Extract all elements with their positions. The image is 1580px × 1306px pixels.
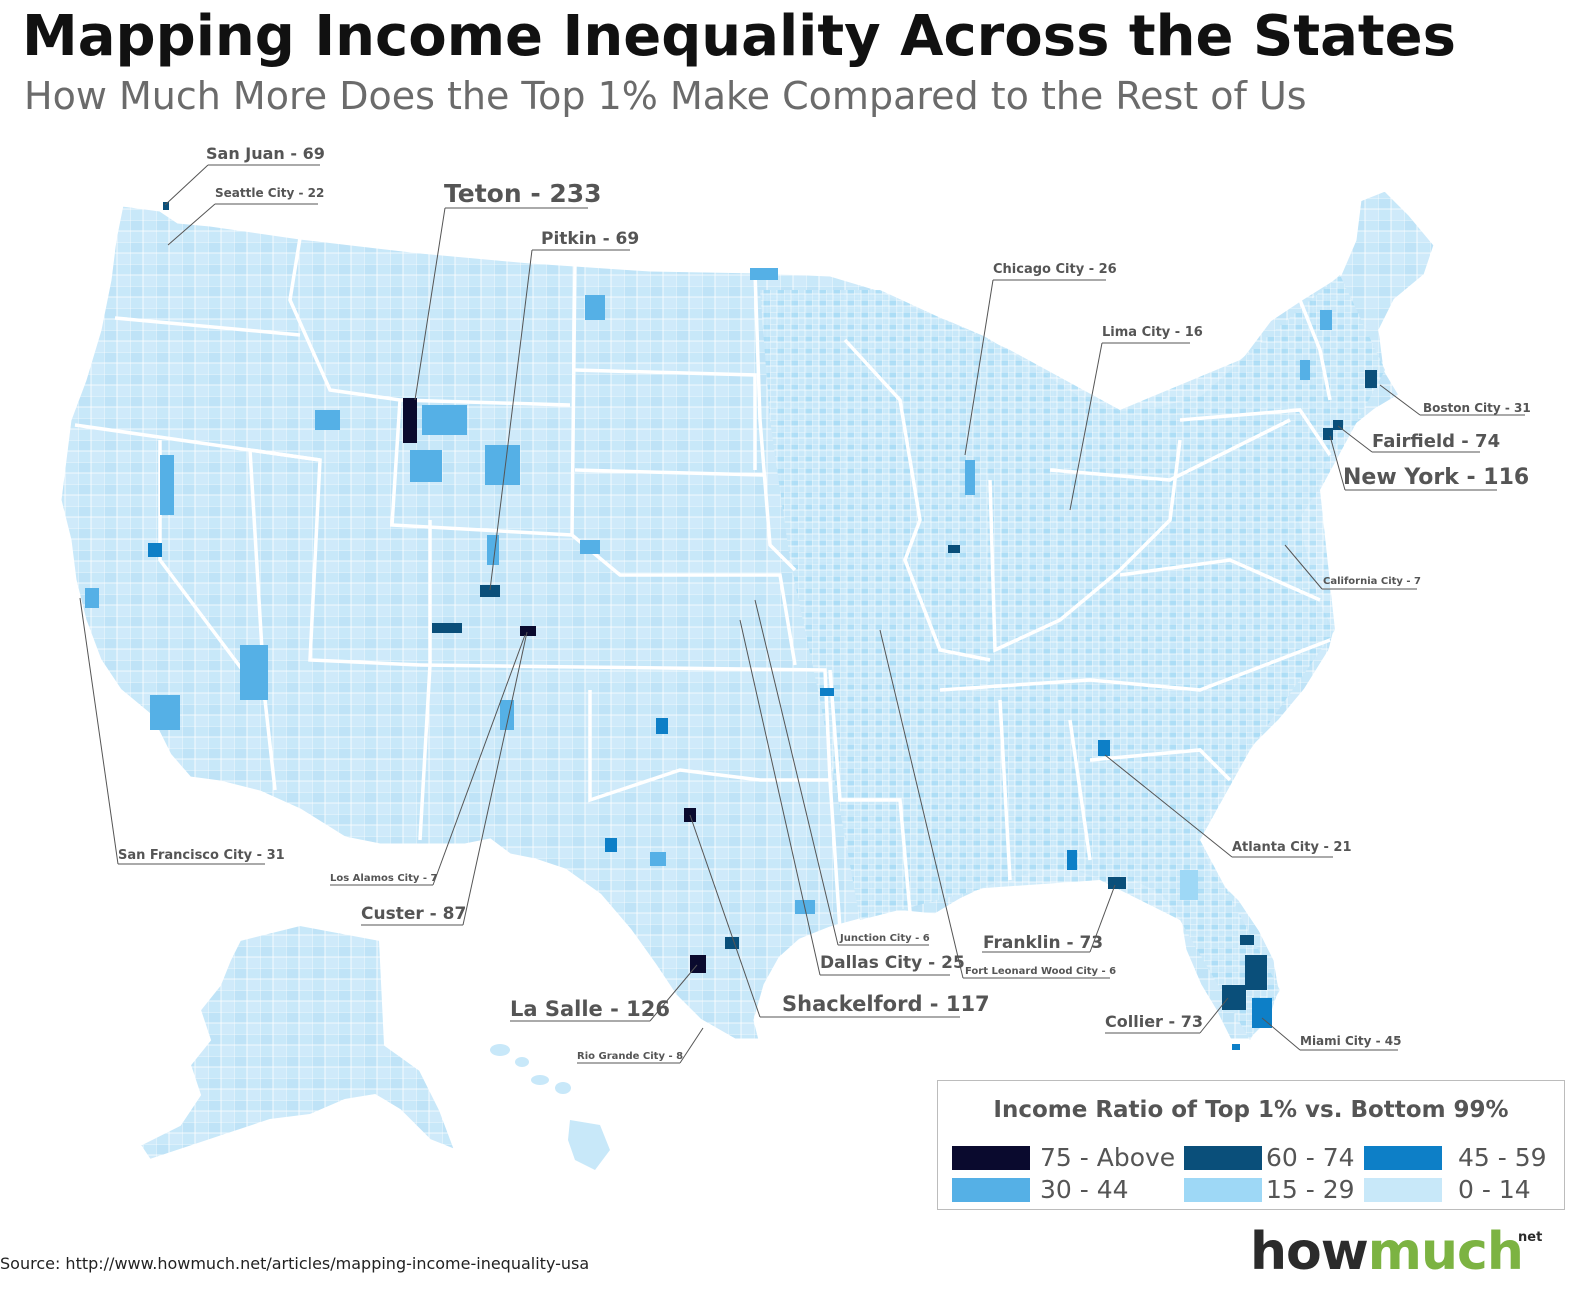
map-subtitle: How Much More Does the Top 1% Make Compa… [24,74,1307,118]
label-boston: Boston City - 31 [1423,401,1531,415]
label-junction: Junction City - 6 [839,933,930,944]
label-rio-grande: Rio Grande City - 8 [577,1051,683,1062]
source-text: Source: http://www.howmuch.net/articles/… [0,1254,590,1273]
legend-item-45-59: 45 - 59 [1364,1143,1547,1172]
county-miami [1252,998,1272,1028]
legend-swatch [1364,1145,1442,1170]
legend-title: Income Ratio of Top 1% vs. Bottom 99% [993,1097,1509,1123]
legend-item-30-44: 30 - 44 [952,1175,1129,1204]
logo-how-text: how [1250,1222,1369,1282]
county-collier [1222,985,1246,1010]
label-san-juan: San Juan - 69 [206,144,325,163]
legend-swatch [952,1177,1030,1202]
county-pitkin [480,585,500,597]
howmuch-logo: howmuch net [1250,1222,1542,1282]
label-collier: Collier - 73 [1105,1012,1203,1031]
legend-label: 60 - 74 [1266,1143,1355,1172]
map-labels: San Juan - 69 Seattle City - 22 Teton - … [118,144,1531,1062]
label-miami: Miami City - 45 [1300,1034,1401,1048]
alaska-shape [138,923,457,1162]
legend-label: 45 - 59 [1458,1143,1547,1172]
legend: Income Ratio of Top 1% vs. Bottom 99% 75… [937,1080,1565,1210]
legend-item-15-29: 15 - 29 [1184,1175,1355,1204]
label-custer: Custer - 87 [361,904,466,924]
legend-label: 0 - 14 [1458,1175,1531,1204]
legend-label: 30 - 44 [1040,1175,1129,1204]
label-teton: Teton - 233 [444,179,602,208]
logo-much-text: much [1367,1222,1524,1282]
hawaii-shape [490,1044,610,1170]
map-title: Mapping Income Inequality Across the Sta… [22,4,1456,69]
label-atlanta: Atlanta City - 21 [1232,840,1352,855]
legend-item-0-14: 0 - 14 [1364,1175,1531,1204]
legend-swatch [1364,1177,1442,1202]
county-new-york [1323,428,1333,440]
legend-swatch [952,1145,1030,1170]
label-la-salle: La Salle - 126 [510,997,670,1021]
legend-label: 75 - Above [1040,1143,1176,1172]
county-franklin [1108,877,1126,889]
label-california-city: California City - 7 [1323,576,1421,587]
leader-lines [79,164,1525,1064]
legend-item-75-above: 75 - Above [952,1143,1175,1172]
label-seattle: Seattle City - 22 [215,186,324,200]
label-pitkin: Pitkin - 69 [541,229,639,249]
legend-swatch [1184,1177,1262,1202]
label-los-alamos: Los Alamos City - 7 [330,873,437,884]
county-custer [520,626,536,636]
label-shackelford: Shackelford - 117 [782,992,990,1016]
county-san-juan [432,623,462,633]
label-dallas: Dallas City - 25 [820,953,965,973]
label-chicago: Chicago City - 26 [993,262,1117,277]
label-franklin: Franklin - 73 [983,933,1103,953]
label-fort-leonard-wood: Fort Leonard Wood City - 6 [965,966,1116,977]
legend-item-60-74: 60 - 74 [1184,1143,1355,1172]
label-san-francisco: San Francisco City - 31 [118,848,285,863]
label-fairfield: Fairfield - 74 [1372,431,1500,452]
county-teton [403,398,417,443]
label-new-york: New York - 116 [1343,465,1529,490]
eastern-counties-texture [760,275,1385,1040]
legend-label: 15 - 29 [1266,1175,1355,1204]
label-lima: Lima City - 16 [1102,325,1203,340]
logo-net-text: net [1518,1230,1543,1245]
county-fairfield [1333,420,1343,430]
legend-swatch [1184,1145,1262,1170]
state-borders [74,237,1332,931]
